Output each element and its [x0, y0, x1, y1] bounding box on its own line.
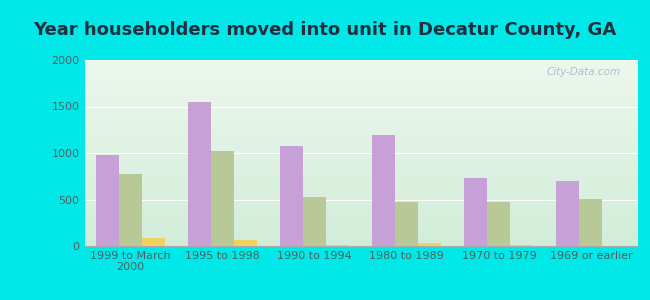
Bar: [372, 135, 395, 246]
Bar: [510, 245, 534, 246]
Bar: [464, 178, 488, 246]
Bar: [96, 155, 119, 246]
Bar: [234, 240, 257, 246]
Text: City-Data.com: City-Data.com: [546, 68, 620, 77]
Bar: [556, 181, 579, 246]
Text: Year householders moved into unit in Decatur County, GA: Year householders moved into unit in Dec…: [33, 21, 617, 39]
Bar: [303, 197, 326, 246]
Bar: [579, 199, 603, 246]
Bar: [142, 238, 165, 246]
Bar: [119, 174, 142, 246]
Bar: [326, 245, 349, 246]
Bar: [395, 202, 419, 246]
Bar: [603, 245, 625, 246]
Bar: [280, 146, 303, 246]
Bar: [488, 202, 510, 246]
Bar: [419, 243, 441, 246]
Bar: [188, 102, 211, 246]
Bar: [211, 151, 234, 246]
